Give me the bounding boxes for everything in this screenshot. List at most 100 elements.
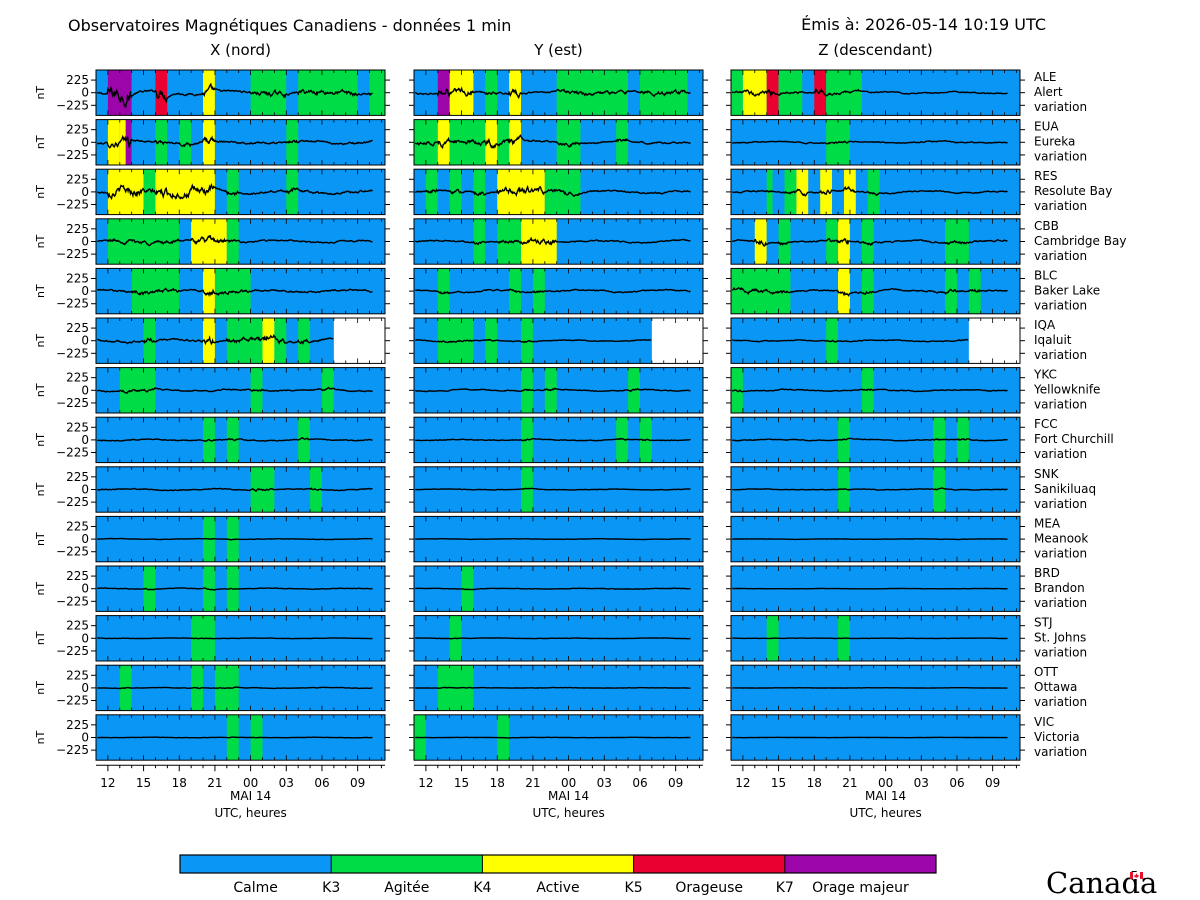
trace-line [414,86,691,100]
x-tick-label: 21 [207,776,222,790]
level-band [838,268,850,314]
x-tick-label: 15 [454,776,469,790]
panel-stj-y [409,615,708,662]
level-band [861,218,874,265]
no-data-region [333,318,385,364]
level-band [214,70,251,116]
panel-fcc-z [726,416,1025,464]
level-band [437,119,450,165]
panel-iqa-y [409,317,708,364]
y-axis-label: nT [34,383,47,397]
trace-line [415,338,652,344]
trace-line [97,686,373,690]
y-tick-label: 0 [81,383,89,397]
station-name: Sanikiluaq [1034,482,1096,496]
trace-line [732,587,1008,590]
level-band [321,367,334,413]
legend-frame [179,854,937,874]
station-code: IQA [1034,318,1056,332]
trace-line [96,333,334,346]
x-axis-label: UTC, heures [532,806,604,820]
trace-line [732,185,1008,197]
y-tick-label: −225 [56,446,89,460]
level-band [179,218,192,265]
station-code: OTT [1034,665,1059,679]
station-code: SNK [1034,467,1060,481]
trace-line [97,537,373,541]
station-kind: variation [1034,199,1087,213]
x-tick-label: 00 [878,776,893,790]
panel-ott-z [726,664,1025,712]
station-code: CBB [1034,219,1059,233]
x-axis-x: 12 15 18 21 00 03 06 09 MAI 14 UTC, heures [96,764,385,820]
level-band [119,119,126,165]
level-band [556,119,581,165]
legend-threshold: K7 [776,880,794,896]
trace-line [414,236,691,246]
trace-line [415,587,691,591]
trace-line [731,237,1008,247]
y-tick-label: 225 [66,519,89,533]
trace-line [415,487,691,491]
activity-legend: Calme Agitée Active Orageuse Orage majeur K3 K… [179,854,937,896]
y-tick-label: −225 [56,594,89,608]
y-axis-label: nT [34,284,47,298]
x-axis-label: UTC, heures [214,806,286,820]
x-tick-label: 06 [314,776,329,790]
trace-line [415,288,691,295]
level-band [167,70,204,116]
y-axis-label: nT [34,334,47,348]
y-tick-label: 225 [66,420,89,434]
level-band [568,169,581,215]
level-band [179,268,204,314]
trace-line [415,437,691,442]
station-kind: variation [1034,150,1087,164]
y-tick-label: 225 [66,123,89,137]
date-label: MAI 14 [548,789,589,803]
panel-snk-z [726,466,1025,513]
level-band [497,119,510,165]
panel-brd-y [409,565,708,612]
level-band [497,70,510,116]
panel-blc-y [409,267,708,315]
trace-line [415,537,691,541]
y-tick-label: −225 [56,247,89,261]
level-band [414,119,438,165]
trace-line [731,87,1008,98]
y-tick-label: 225 [66,271,89,285]
legend-swatch [180,855,332,873]
station-name: Brandon [1034,581,1085,595]
panel-stj-z [726,615,1025,662]
y-tick-label: 225 [66,73,89,87]
y-axis-label: nT [34,433,47,447]
y-tick-label: 225 [66,470,89,484]
trace-line [96,234,373,247]
level-band [131,119,144,165]
station-name: Resolute Bay [1034,184,1112,198]
station-name: Victoria [1034,730,1080,744]
x-tick-label: 00 [561,776,576,790]
level-band [143,566,156,612]
level-band [843,169,856,215]
level-band [956,417,969,463]
y-axis-label: nT [34,582,47,596]
station-kind: variation [1034,398,1087,412]
level-band [310,417,334,463]
legend-label: Active [536,880,579,896]
legend-swatch [633,855,785,873]
station-code: BRD [1034,566,1060,580]
level-band [832,169,844,215]
level-band [628,70,640,116]
trace-line [731,286,1008,298]
level-band [473,70,486,116]
level-band [437,70,450,116]
